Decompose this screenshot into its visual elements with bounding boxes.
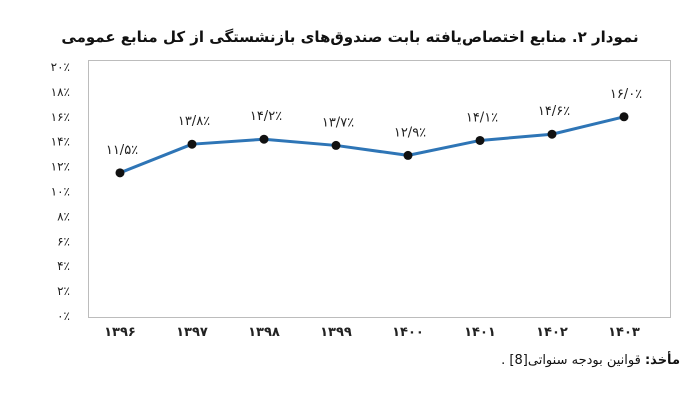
data-point [259,134,269,144]
x-tick-label: ۱۳۹۶ [104,325,136,340]
y-tick-label: ۱۶٪ [51,110,70,124]
data-point [547,129,557,139]
y-tick-label: ۶٪ [57,234,70,248]
source-label: مأخذ: [644,353,680,368]
data-label: ۱۴/۱٪ [466,110,498,125]
series-line [118,115,626,175]
data-label: ۱۴/۶٪ [538,104,570,119]
x-tick-label: ۱۴۰۰ [392,325,424,340]
data-label: ۱۳/۸٪ [178,114,210,129]
y-tick-label: ۸٪ [57,209,70,223]
x-tick-label: ۱۴۰۱ [464,325,496,340]
plot-frame [88,60,671,318]
y-tick-label: ۱۲٪ [51,160,70,174]
data-label: ۱۳/۷٪ [322,115,354,130]
data-point [619,112,629,122]
data-label: ۱۶/۰٪ [610,87,642,102]
x-tick-label: ۱۳۹۹ [320,325,352,340]
chart-title: نمودار ۲. منابع اختصاص‌یافته بابت صندوق‌… [61,28,639,46]
y-tick-label: ۱۴٪ [51,135,70,149]
x-tick-label: ۱۳۹۸ [248,325,280,340]
data-points [115,112,629,178]
x-tick-label: ۱۴۰۳ [608,325,640,340]
data-label: ۱۱/۵٪ [106,143,138,158]
data-point [115,168,125,178]
data-labels: ۱۱/۵٪ ۱۳/۸٪ ۱۴/۲٪ ۱۳/۷٪ ۱۲/۹٪ ۱۴/۱٪ ۱۴/۶٪ ۱۶/۰٪ [106,87,642,158]
data-point [403,150,413,160]
y-tick-label: ۲۰٪ [51,60,70,74]
data-point [187,139,197,149]
y-tick-label: ۱۰٪ [51,185,70,199]
data-label: ۱۴/۲٪ [250,109,282,124]
source-text: قوانین بودجه سنواتی[8] . [501,353,641,368]
y-axis-ticks: ۰٪ ۲٪ ۴٪ ۶٪ ۸٪ ۱۰٪ ۱۲٪ ۱۴٪ ۱۶٪ ۱۸٪ ۲۰٪ [51,60,70,323]
data-point [331,140,341,150]
y-tick-label: ۲٪ [57,284,70,298]
y-tick-label: ۴٪ [57,259,70,273]
data-point [475,135,485,145]
source-note: مأخذ: قوانین بودجه سنواتی[8] . [501,353,680,368]
x-axis-ticks: ۱۳۹۶ ۱۳۹۷ ۱۳۹۸ ۱۳۹۹ ۱۴۰۰ ۱۴۰۱ ۱۴۰۲ ۱۴۰۳ [104,325,640,340]
y-tick-label: ۱۸٪ [51,85,70,99]
y-tick-label: ۰٪ [57,309,70,323]
x-tick-label: ۱۳۹۷ [176,325,208,340]
data-label: ۱۲/۹٪ [394,125,426,140]
x-tick-label: ۱۴۰۲ [536,325,568,340]
